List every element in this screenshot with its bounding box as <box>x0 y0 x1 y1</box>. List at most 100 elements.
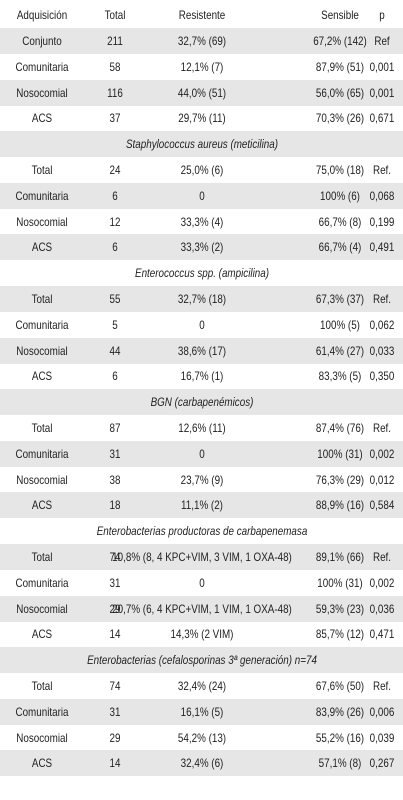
table-cell: 0,002 <box>369 575 395 590</box>
table-cell: ACS <box>31 111 53 126</box>
table-row: Comunitaria 31 0 100% (31) 0,002 <box>0 570 403 596</box>
table-cell: 58 <box>109 59 121 74</box>
table-cell: Nosocomial <box>16 601 68 616</box>
table-cell: Ref. <box>372 549 392 564</box>
table-cell: 37 <box>109 111 121 126</box>
table-row: ACS 6 33,3% (2) 66,7% (4) 0,491 <box>0 234 403 261</box>
table-row: Nosocomial 38 23,7% (9) 76,3% (29) 0,012 <box>0 467 403 493</box>
table-cell: 25,0% (6) <box>180 162 224 177</box>
table-row: ACS 14 14,3% (2 VIM) 85,7% (12) 0,471 <box>0 621 403 647</box>
table-cell: Ref. <box>372 291 392 306</box>
table-cell: 0,267 <box>369 756 395 771</box>
table-row: Comunitaria 58 12,1% (7) 87,9% (51) 0,001 <box>0 54 403 80</box>
table-row: BGN (carbapenémicos) <box>0 389 403 416</box>
table-cell: 57,1% (8) <box>318 756 362 771</box>
table-cell: Nosocomial <box>16 343 68 358</box>
table-cell: 31 <box>109 704 121 719</box>
table-row: Adquisición Total Resistente Sensible p <box>0 2 403 28</box>
table-cell: 83,3% (5) <box>318 369 362 384</box>
table-cell: 14 <box>109 627 121 642</box>
table-cell: 0,036 <box>369 601 395 616</box>
table-cell: 6 <box>112 188 118 203</box>
table-cell: 32,7% (69) <box>177 33 227 48</box>
table-row: Enterococcus spp. (ampicilina) <box>0 260 403 286</box>
table-cell: 0,006 <box>369 704 395 719</box>
table-cell: ACS <box>31 756 53 771</box>
table-cell: 12 <box>109 214 121 229</box>
section-title: Enterobacterias (cefalosporinas 3ª gener… <box>86 653 317 668</box>
table-cell: 23,7% (9) <box>180 472 224 487</box>
table-cell: 5 <box>112 317 118 332</box>
table-cell: Nosocomial <box>16 730 68 745</box>
table-cell: p <box>379 8 385 23</box>
table-cell: Sensible <box>321 8 359 23</box>
table-cell: 75,0% (18) <box>315 162 365 177</box>
table-row: Nosocomial 12 33,3% (4) 66,7% (8) 0,199 <box>0 209 403 235</box>
table-cell: 89,1% (66) <box>315 549 365 564</box>
table-cell: 0,471 <box>369 627 395 642</box>
table-cell: Total <box>31 549 53 564</box>
table-row: Staphylococcus aureus (meticilina) <box>0 131 403 158</box>
table-row: Comunitaria 6 0 100% (6) 0,068 <box>0 182 403 209</box>
table-cell: 16,7% (1) <box>180 369 224 384</box>
table-cell: 33,3% (4) <box>180 214 224 229</box>
table-cell: 0,062 <box>369 317 395 332</box>
table-cell: 32,4% (6) <box>180 756 224 771</box>
table-cell: 0,001 <box>369 59 395 74</box>
table-cell: Total <box>31 678 53 693</box>
table-cell: 44,0% (51) <box>177 85 227 100</box>
table-row: Nosocomial 29 20,7% (6, 4 KPC+VIM, 1 VIM, … <box>0 595 403 622</box>
table-row: Enterobacterias (cefalosporinas 3ª gener… <box>0 647 403 674</box>
table-cell: Nosocomial <box>16 85 68 100</box>
table-cell: Total <box>31 420 53 435</box>
table-cell: 44 <box>109 343 121 358</box>
table-cell: 87 <box>109 420 121 435</box>
table-row: ACS 14 32,4% (6) 57,1% (8) 0,267 <box>0 750 403 777</box>
table-row: Nosocomial 116 44,0% (51) 56,0% (65) 0,001 <box>0 79 403 106</box>
table-cell: 10,8% (8, 4 KPC+VIM, 3 VIM, 1 OXA-48) <box>112 549 292 564</box>
table-row: ACS 6 16,7% (1) 83,3% (5) 0,350 <box>0 363 403 389</box>
table-cell: 100% (31) <box>317 446 363 461</box>
table-cell: 59,3% (23) <box>315 601 365 616</box>
table-cell: 29,7% (11) <box>178 111 226 126</box>
table-row: ACS 37 29,7% (11) 70,3% (26) 0,671 <box>0 105 403 131</box>
table-cell: 32,7% (18) <box>177 291 227 306</box>
table-cell: Comunitaria <box>15 446 69 461</box>
table-cell: ACS <box>31 498 53 513</box>
table-cell: 12,1% (7) <box>180 59 224 74</box>
table-cell: 55,2% (16) <box>315 730 365 745</box>
table-row: Nosocomial 44 38,6% (17) 61,4% (27) 0,033 <box>0 337 403 364</box>
table-cell: Total <box>31 162 53 177</box>
table-cell: 88,9% (16) <box>315 498 365 513</box>
table-cell: ACS <box>31 240 53 255</box>
table-cell: 0,001 <box>369 85 395 100</box>
table-cell: 0 <box>199 446 205 461</box>
table-cell: ACS <box>31 627 53 642</box>
table-cell: 100% (31) <box>317 575 363 590</box>
section-title: Staphylococcus aureus (meticilina) <box>125 137 278 152</box>
table-cell: Comunitaria <box>15 317 69 332</box>
table-cell: 56,0% (65) <box>315 85 365 100</box>
section-title: BGN (carbapenémicos) <box>150 395 253 410</box>
table-cell: 55 <box>109 291 121 306</box>
table-cell: 33,3% (2) <box>180 240 224 255</box>
table-row: Comunitaria 31 0 100% (31) 0,002 <box>0 440 403 467</box>
table-row: Enterobacterias productoras de carbapene… <box>0 518 403 544</box>
table-cell: Comunitaria <box>15 575 69 590</box>
table-cell: 85,7% (12) <box>315 627 365 642</box>
table-cell: Nosocomial <box>16 214 68 229</box>
table-cell: 116 <box>107 85 123 100</box>
table-row: ACS 18 11,1% (2) 88,9% (16) 0,584 <box>0 492 403 519</box>
table-cell: 6 <box>112 369 118 384</box>
table-cell: 74 <box>109 549 121 564</box>
table-cell: Ref. <box>372 420 392 435</box>
table-cell: 32,4% (24) <box>177 678 227 693</box>
table-cell: 18 <box>109 498 121 513</box>
table-cell: 0,671 <box>369 111 395 126</box>
table-row: Total 87 12,6% (11) 87,4% (76) Ref. <box>0 415 403 441</box>
table-cell: 70,3% (26) <box>315 111 365 126</box>
table-cell: 74 <box>109 678 121 693</box>
table-row: Comunitaria 5 0 100% (5) 0,062 <box>0 312 403 338</box>
table-row: Nosocomial 29 54,2% (13) 55,2% (16) 0,039 <box>0 725 403 751</box>
